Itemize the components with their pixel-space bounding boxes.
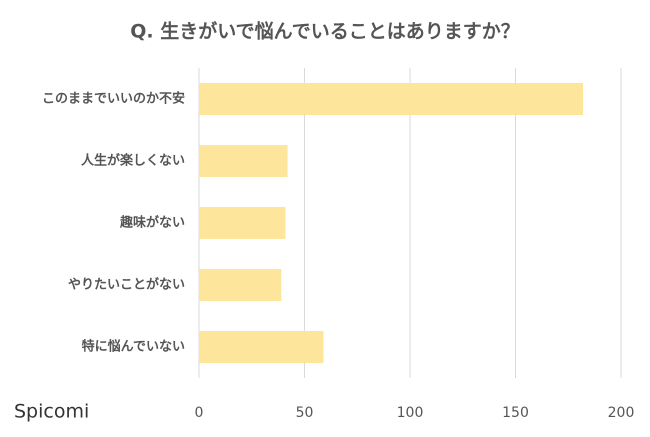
x-tick-label: 150 — [502, 405, 529, 421]
x-tick-label: 200 — [608, 405, 635, 421]
y-tick-label: 趣味がない — [119, 215, 185, 231]
y-tick-label: このままでいいのか不安 — [42, 91, 185, 107]
bar — [199, 269, 282, 301]
x-tick-label: 50 — [296, 405, 314, 421]
x-tick-label: 0 — [195, 405, 204, 421]
chart-title: Q. 生きがいで悩んでいることはありますか？ — [130, 20, 519, 43]
bar — [199, 83, 584, 115]
bar — [199, 145, 288, 177]
y-tick-label: やりたいことがない — [68, 277, 185, 293]
watermark: Spicomi — [14, 401, 89, 423]
y-tick-label: 特に悩んでいない — [82, 339, 185, 355]
x-tick-label: 100 — [397, 405, 424, 421]
bar — [199, 207, 286, 239]
bar — [199, 331, 324, 363]
y-tick-label: 人生が楽しくない — [81, 153, 185, 169]
